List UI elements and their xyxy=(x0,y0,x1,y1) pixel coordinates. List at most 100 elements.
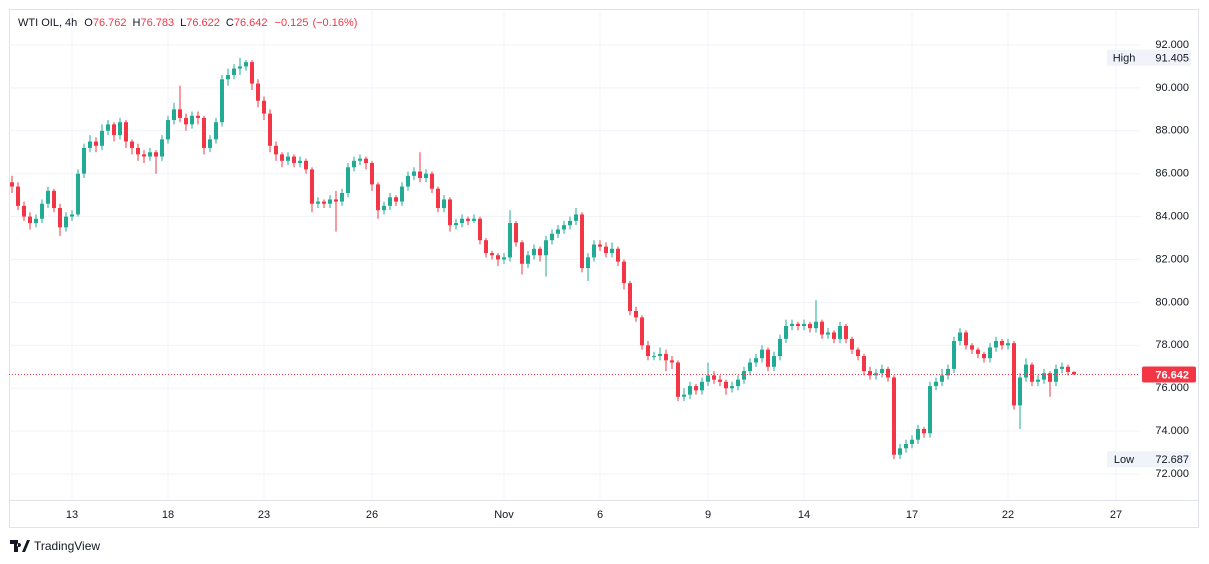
candle-body xyxy=(340,192,344,202)
candle-body xyxy=(226,75,230,80)
ohlc-item: L76.622 xyxy=(180,17,220,29)
candle-body xyxy=(322,201,326,204)
x-tick-label: 18 xyxy=(162,509,174,521)
x-tick-label: 13 xyxy=(66,509,78,521)
candle-body xyxy=(646,345,650,357)
candle-body xyxy=(688,386,692,395)
candle-body xyxy=(574,214,578,221)
x-tick-label: 27 xyxy=(1110,509,1122,521)
candle-body xyxy=(802,323,806,327)
candle-body xyxy=(154,152,158,157)
candle-body xyxy=(820,321,824,335)
candle-body xyxy=(106,124,110,131)
candle-body xyxy=(430,173,434,189)
candle-body xyxy=(214,122,218,140)
candle-body xyxy=(904,444,908,449)
candle-body xyxy=(622,261,626,284)
candle-body xyxy=(934,381,938,387)
candle-body xyxy=(178,109,182,118)
candle-body xyxy=(598,244,602,247)
candle-body xyxy=(964,332,968,346)
candle-body xyxy=(148,152,152,157)
candle-body xyxy=(76,173,80,215)
candle-body xyxy=(298,160,302,163)
ohlc-item: C76.642 xyxy=(226,17,268,29)
candle-body xyxy=(1042,373,1046,380)
candle-body xyxy=(436,188,440,209)
candle-body xyxy=(292,156,296,163)
candle-body xyxy=(412,171,416,176)
ohlc-value: 76.622 xyxy=(186,17,220,29)
candle-body xyxy=(358,158,362,161)
candle-body xyxy=(1066,366,1070,372)
y-tick-label: 84.000 xyxy=(1155,211,1189,223)
candle-body xyxy=(376,184,380,211)
candle-body xyxy=(1030,364,1034,382)
last-price-badge xyxy=(1142,366,1196,383)
candle-body xyxy=(1048,373,1052,382)
candle-body xyxy=(262,100,266,114)
candle-body xyxy=(34,218,38,224)
candle-body xyxy=(730,386,734,389)
candle-body xyxy=(766,349,770,367)
brand-logo xyxy=(10,540,30,552)
candle-body xyxy=(334,199,338,202)
candle-body xyxy=(232,68,236,76)
y-tick-label: 74.000 xyxy=(1155,425,1189,437)
ohlc-key: H xyxy=(132,17,141,29)
candle-body xyxy=(778,338,782,357)
candle-body xyxy=(604,246,608,254)
candle-body xyxy=(538,248,542,256)
y-tick-label: 86.000 xyxy=(1155,168,1189,180)
candle-body xyxy=(910,439,914,445)
candle-body xyxy=(394,197,398,202)
candle-body xyxy=(130,141,134,148)
candle-body xyxy=(760,349,764,359)
candle-body xyxy=(580,214,584,269)
candle-body xyxy=(706,375,710,382)
candle-body xyxy=(64,216,68,228)
candle-body xyxy=(268,113,272,146)
candle-body xyxy=(472,218,476,221)
candle-body xyxy=(856,349,860,357)
candles xyxy=(9,57,1140,460)
candle-body xyxy=(166,120,170,140)
candle-body xyxy=(16,186,20,206)
candle-body xyxy=(46,190,50,204)
candle-body xyxy=(862,356,866,372)
marker-label: High xyxy=(1113,53,1136,65)
candle-body xyxy=(1060,366,1064,369)
marker-label: Low xyxy=(1114,454,1134,466)
candle-body xyxy=(346,167,350,193)
candle-body xyxy=(124,122,128,142)
grid xyxy=(9,10,1140,500)
candle-body xyxy=(388,197,392,206)
y-tick-label: 76.000 xyxy=(1155,382,1189,394)
y-tick-label: 88.000 xyxy=(1155,125,1189,137)
candle-body xyxy=(922,428,926,434)
candle-body xyxy=(826,332,830,335)
y-tick-label: 72.000 xyxy=(1155,468,1189,480)
candle-body xyxy=(160,139,164,157)
candle-body xyxy=(1072,371,1076,375)
x-tick-label: 14 xyxy=(798,509,810,521)
candle-body xyxy=(502,257,506,260)
candle-body xyxy=(970,345,974,350)
brand-text: TradingView xyxy=(34,539,101,553)
x-tick-label: 23 xyxy=(258,509,270,521)
candle-body xyxy=(190,115,194,125)
candle-body xyxy=(316,201,320,204)
candle-body xyxy=(898,448,902,455)
candle-body xyxy=(682,394,686,397)
marker-badge xyxy=(1107,49,1191,66)
ohlc: O76.762 H76.783 L76.622 C76.642 xyxy=(84,17,267,29)
candle-body xyxy=(640,317,644,346)
candle-body xyxy=(508,223,512,258)
candle-body xyxy=(364,158,368,163)
x-tick-label: 22 xyxy=(1002,509,1014,521)
candle-body xyxy=(100,130,104,146)
ohlc-value: 76.642 xyxy=(233,17,268,29)
candle-body xyxy=(556,229,560,234)
change: −0.125 xyxy=(274,17,309,29)
candle-body xyxy=(814,321,818,329)
